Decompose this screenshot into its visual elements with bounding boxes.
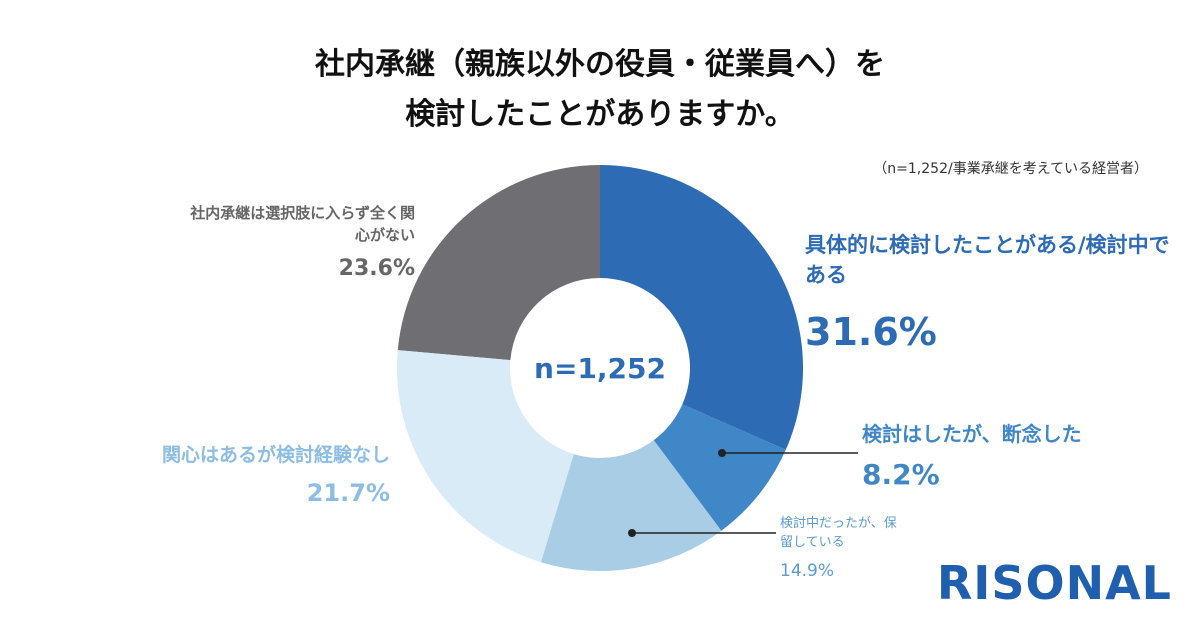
- donut-slice: [653, 404, 786, 531]
- slice-label: 検討はしたが、断念した 8.2%: [862, 420, 1162, 496]
- slice-label: 関心はあるが検討経験なし 21.7%: [100, 442, 390, 510]
- category-label: 関心はあるが検討経験なし: [161, 444, 390, 466]
- value-label: 14.9%: [780, 560, 835, 581]
- logo: RISONAL: [936, 556, 1172, 610]
- value-label: 23.6%: [338, 255, 415, 281]
- donut-slice: [397, 165, 600, 361]
- value-label: 8.2%: [862, 458, 940, 491]
- category-label: 検討はしたが、断念した: [862, 422, 1082, 446]
- leader-dot: [628, 529, 636, 537]
- slice-label: 社内承継は選択肢に入らず全く関心がない 23.6%: [190, 203, 415, 284]
- value-label: 21.7%: [306, 478, 390, 507]
- leader-dot: [718, 449, 726, 457]
- title-line: 検討したことがありますか。: [405, 97, 795, 132]
- donut-slice: [600, 165, 803, 450]
- slice-label: 具体的に検討したことがある/検討中である 31.6%: [805, 230, 1175, 360]
- slice-label: 検討中だったが、保留している 14.9%: [780, 515, 900, 583]
- category-label: 検討中だったが、保留している: [780, 516, 897, 550]
- value-label: 31.6%: [805, 309, 937, 354]
- chart-title: 社内承継（親族以外の役員・従業員へ）を 検討したことがありますか。: [0, 40, 1200, 140]
- center-label: n=1,252: [534, 352, 666, 385]
- donut-slice: [397, 350, 574, 563]
- category-label: 具体的に検討したことがある/検討中である: [805, 233, 1170, 288]
- category-label: 社内承継は選択肢に入らず全く関心がない: [190, 204, 415, 244]
- title-line: 社内承継（親族以外の役員・従業員へ）を: [315, 47, 885, 82]
- donut-slice: [540, 440, 722, 571]
- note: （n=1,252/事業承継を考えている経営者）: [873, 161, 1148, 177]
